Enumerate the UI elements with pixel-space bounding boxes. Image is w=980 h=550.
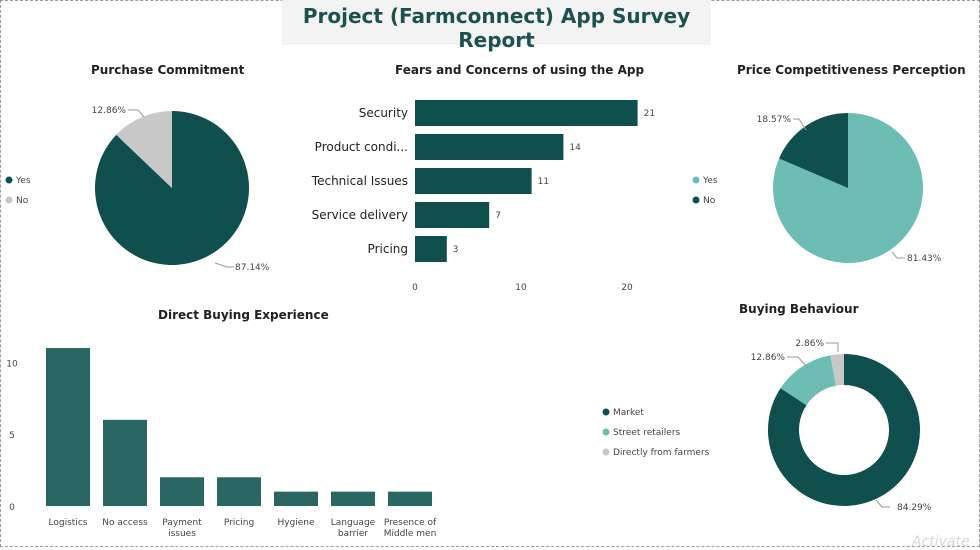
chart-title-fears-concerns: Fears and Concerns of using the App [395,63,645,77]
bar-data-label-fears-0: 21 [644,109,655,119]
report-title: Project (Farmconnect) App Survey Report [302,4,691,52]
pie-slice-0-1 [116,111,172,188]
x-tick-label-direct-buying-2-1: issues [168,529,196,539]
y-tick-label-direct-buying-0: 0 [9,503,15,513]
x-tick-label-direct-buying-5-1: barrier [338,529,369,539]
x-tick-label-direct-buying-3-0: Pricing [224,518,254,528]
bar-data-label-fears-3: 7 [495,211,501,221]
legend-marker-2-1 [692,196,700,204]
x-tick-label-direct-buying-1-0: No access [102,518,148,528]
bar-direct-buying-1 [103,419,147,506]
legend-entry-4-2: Directly from farmers [613,448,710,458]
legend-entry-0-1: No [16,196,29,206]
x-tick-label-direct-buying-5-0: Language [331,518,376,528]
bar-fears-1 [415,134,564,160]
pie-leader-line-4-0 [875,499,890,508]
y-tick-label-direct-buying-1: 5 [9,431,15,441]
bar-fears-0 [415,100,638,126]
x-tick-label-fears-0: 0 [412,283,418,293]
pie-data-label-2-1: 18.57% [757,115,792,125]
chart-title-purchase-commitment: Purchase Commitment [91,63,245,77]
bar-direct-buying-3 [217,477,261,506]
bar-direct-buying-2 [160,477,204,506]
legend-marker-0-0 [5,176,13,184]
y-tick-label-fears-3: Service delivery [312,208,408,222]
legend-marker-2-0 [692,176,700,184]
y-tick-label-fears-1: Product condi... [315,140,408,154]
pie-data-label-2-0: 81.43% [907,254,942,264]
pie-leader-line-0-1 [128,109,145,118]
watermark-text: Activate [912,534,970,550]
pie-slice-2-0 [773,113,924,263]
pie-slice-2-1 [779,113,848,188]
pie-slice-4-0 [768,354,921,506]
legend-marker-0-1 [5,196,13,204]
x-tick-label-fears-2: 20 [621,283,633,293]
x-tick-label-direct-buying-2-0: Payment [162,518,202,528]
bar-data-label-fears-2: 11 [538,177,549,187]
chart-title-buying-behaviour: Buying Behaviour [739,302,859,316]
bar-data-label-fears-4: 3 [453,245,459,255]
bar-direct-buying-5 [331,491,375,506]
legend-entry-4-1: Street retailers [613,428,681,438]
bar-direct-buying-6 [388,491,432,506]
x-tick-label-direct-buying-0-0: Logistics [49,518,88,528]
x-tick-label-direct-buying-4-0: Hygiene [277,518,315,528]
pie-data-label-4-1: 12.86% [751,353,786,363]
legend-entry-0-0: Yes [15,176,31,186]
pie-leader-line-2-0 [891,251,905,259]
legend-marker-4-1 [602,428,610,436]
bar-fears-3 [415,202,490,228]
x-tick-label-fears-1: 10 [515,283,527,293]
bar-direct-buying-4 [274,491,318,506]
bar-fears-2 [415,168,532,194]
pie-data-label-4-0: 84.29% [897,503,932,513]
pie-leader-line-4-2 [826,342,839,352]
y-tick-label-fears-2: Technical Issues [311,174,408,188]
chart-title-price-competitiveness: Price Competitiveness Perception [737,63,966,77]
pie-slice-4-1 [780,355,836,406]
pie-leader-line-2-1 [793,118,807,131]
pie-leader-line-0-0 [214,262,234,268]
y-tick-label-fears-0: Security [359,106,408,120]
bar-fears-4 [415,236,447,262]
pie-leader-line-4-1 [787,356,809,369]
bar-data-label-fears-1: 14 [569,143,581,153]
chart-title-direct-buying: Direct Buying Experience [158,308,329,322]
pie-data-label-4-2: 2.86% [795,339,824,349]
x-tick-label-direct-buying-6-0: Presence of [384,518,437,528]
bar-direct-buying-0 [46,348,90,506]
pie-data-label-0-1: 12.86% [92,106,127,116]
legend-marker-4-0 [602,408,610,416]
legend-entry-2-0: Yes [702,176,718,186]
legend-entry-4-0: Market [613,408,644,418]
title-banner [282,0,711,45]
legend-marker-4-2 [602,448,610,456]
pie-slice-4-2 [830,354,844,386]
y-tick-label-fears-4: Pricing [368,242,408,256]
pie-data-label-0-0: 87.14% [235,263,270,273]
y-tick-label-direct-buying-2: 10 [6,359,18,369]
legend-entry-2-1: No [703,196,716,206]
x-tick-label-direct-buying-6-1: Middle men [384,529,437,539]
